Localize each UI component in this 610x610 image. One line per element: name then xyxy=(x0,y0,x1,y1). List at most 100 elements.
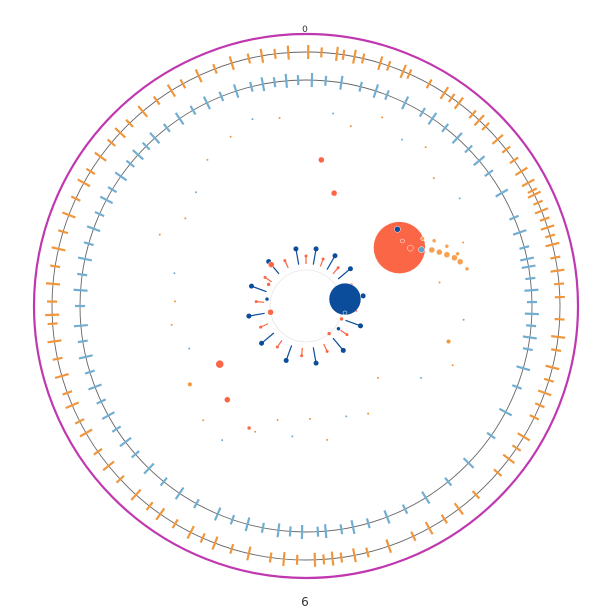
reverse-feature xyxy=(339,75,344,90)
scatter-point xyxy=(381,116,384,119)
reverse-feature xyxy=(77,339,88,344)
forward-feature xyxy=(493,468,503,477)
forward-feature xyxy=(211,536,219,551)
forward-feature xyxy=(51,246,66,252)
forward-feature xyxy=(282,551,286,567)
reverse-feature xyxy=(509,214,520,221)
bubble xyxy=(215,359,224,369)
forward-feature xyxy=(534,402,545,409)
scatter-point xyxy=(326,438,329,441)
forward-feature xyxy=(527,190,542,199)
forward-feature xyxy=(539,216,550,222)
forward-feature xyxy=(551,335,566,339)
bubble xyxy=(342,310,348,316)
reverse-feature xyxy=(83,241,94,247)
forward-feature xyxy=(62,390,73,396)
inner-burst-spoke xyxy=(295,248,300,265)
reverse-feature xyxy=(276,523,281,538)
reverse-feature xyxy=(421,491,431,505)
inner-burst-spoke xyxy=(326,255,336,270)
bubble xyxy=(456,258,464,266)
forward-feature xyxy=(286,45,290,60)
inner-burst-dot xyxy=(358,323,364,329)
forward-feature xyxy=(509,156,519,165)
reverse-feature xyxy=(451,132,463,144)
forward-feature xyxy=(77,178,91,188)
scatter-point xyxy=(376,376,379,379)
inner-burst-dot xyxy=(313,360,319,366)
inner-burst-dot xyxy=(259,340,265,346)
scatter-layer xyxy=(158,112,465,442)
forward-feature xyxy=(268,552,273,563)
reverse-feature xyxy=(162,123,171,133)
inner-burst-dot xyxy=(283,259,287,263)
forward-feature xyxy=(550,268,565,273)
forward-feature xyxy=(114,127,127,139)
reverse-feature xyxy=(418,107,426,118)
inner-burst-dot xyxy=(332,253,338,259)
forward-feature xyxy=(352,548,357,563)
forward-feature xyxy=(339,552,344,563)
forward-feature xyxy=(511,444,522,452)
bubble xyxy=(246,425,252,431)
reverse-feature xyxy=(498,407,513,417)
forward-feature xyxy=(228,56,235,71)
forward-feature xyxy=(439,86,450,100)
bubble xyxy=(224,396,231,404)
reverse-feature xyxy=(521,264,536,270)
forward-feature xyxy=(554,317,565,321)
forward-feature xyxy=(102,460,115,472)
forward-feature xyxy=(527,187,538,194)
reverse-feature xyxy=(316,526,320,537)
reverse-feature xyxy=(444,477,453,487)
bubble xyxy=(431,238,437,243)
forward-feature xyxy=(410,531,417,542)
bubble xyxy=(444,243,450,249)
forward-feature xyxy=(50,264,61,269)
bubble xyxy=(407,244,414,252)
reverse-feature xyxy=(96,398,107,405)
inner-burst-spoke xyxy=(337,268,351,280)
scatter-point xyxy=(432,177,435,180)
scatter-point xyxy=(229,135,232,138)
scatter-point xyxy=(419,376,422,379)
forward-feature xyxy=(543,377,555,383)
forward-feature xyxy=(61,211,76,219)
inner-burst-dot xyxy=(283,358,289,364)
reverse-feature xyxy=(84,369,95,375)
bubble xyxy=(420,236,425,241)
scatter-point xyxy=(278,117,281,120)
bubble xyxy=(339,316,344,322)
bubble xyxy=(336,326,341,331)
scatter-point xyxy=(158,233,161,236)
reverse-feature xyxy=(88,383,102,391)
bubble xyxy=(436,248,443,256)
forward-feature xyxy=(501,145,511,154)
scatter-point xyxy=(206,158,209,161)
reverse-feature xyxy=(111,425,122,433)
forward-feature xyxy=(45,282,61,286)
bubble xyxy=(418,246,425,253)
inner-burst-dot xyxy=(259,325,263,329)
forward-feature xyxy=(481,122,490,131)
forward-feature xyxy=(330,551,335,566)
inner-burst-dot xyxy=(304,254,308,258)
inner-burst-spoke xyxy=(285,345,293,361)
forward-feature xyxy=(553,282,565,286)
bottom-label: 6 xyxy=(301,595,309,609)
reverse-feature xyxy=(141,141,151,151)
ring-layer xyxy=(32,32,580,580)
scatter-point xyxy=(345,415,348,418)
forward-feature xyxy=(229,543,235,555)
reverse-feature xyxy=(350,519,356,535)
reverse-feature xyxy=(522,335,537,340)
forward-feature xyxy=(537,389,552,397)
inner-burst-dot xyxy=(345,333,349,337)
reverse-feature xyxy=(149,132,161,144)
reverse-feature xyxy=(484,169,494,177)
forward-feature xyxy=(517,432,531,442)
reverse-feature xyxy=(260,522,265,533)
forward-feature xyxy=(502,453,516,464)
reverse-feature xyxy=(114,171,128,182)
scatter-point xyxy=(367,412,370,415)
